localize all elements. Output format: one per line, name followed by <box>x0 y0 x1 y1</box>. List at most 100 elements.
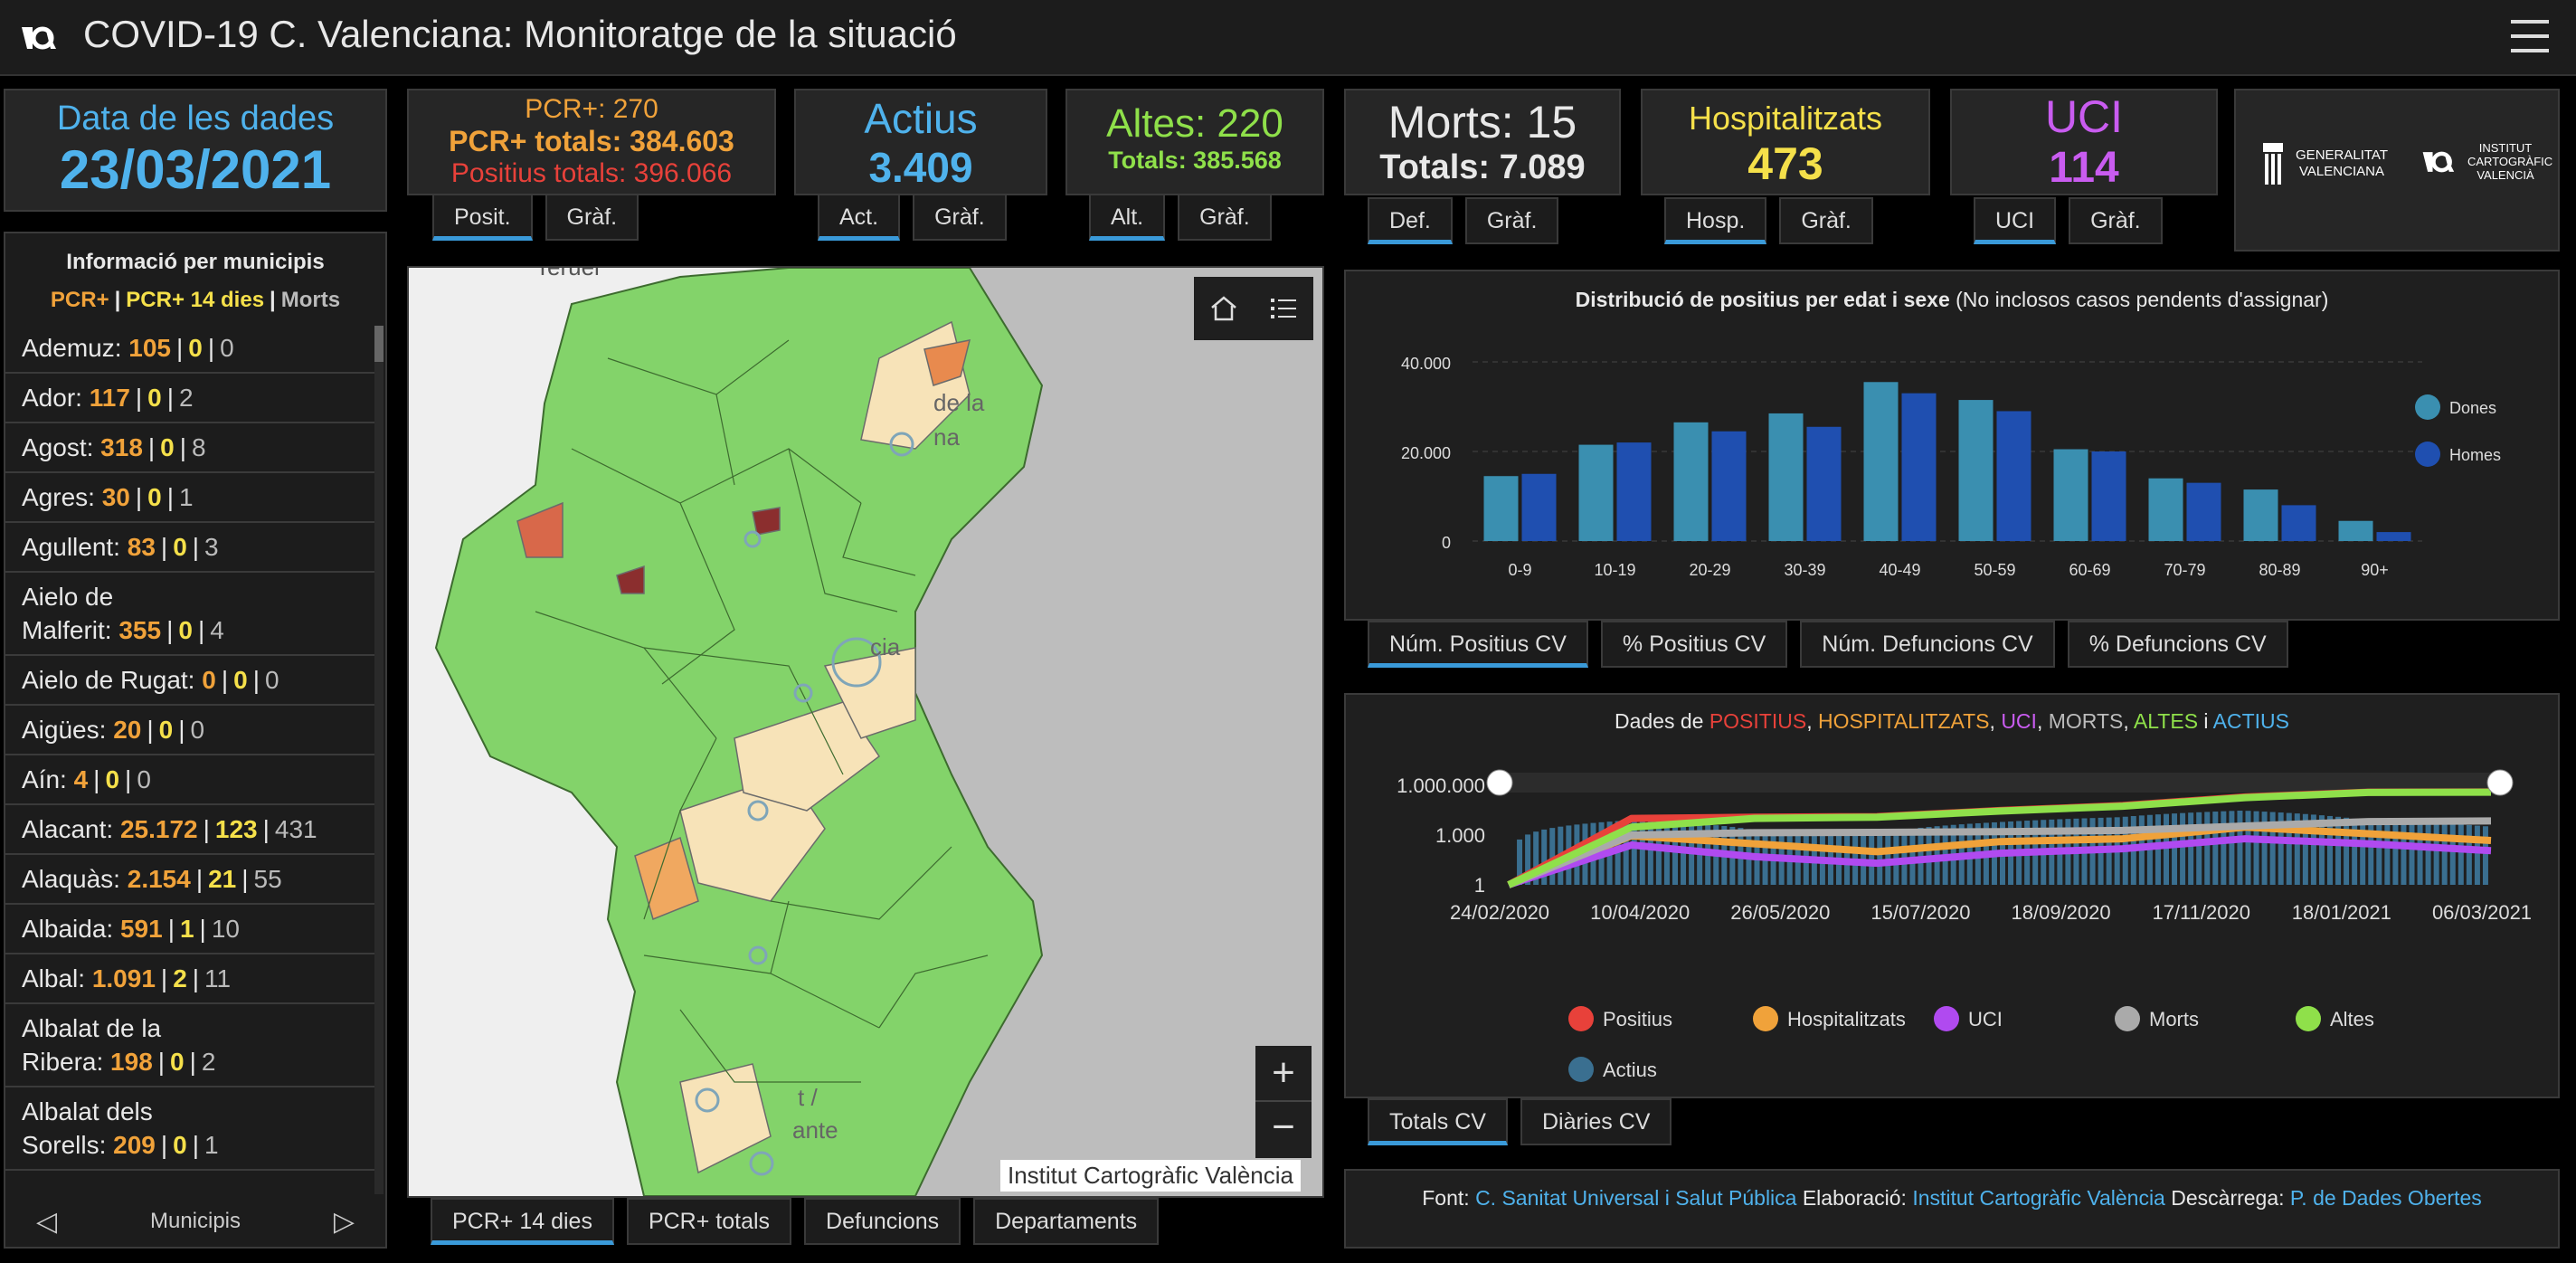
tab-altes[interactable]: Alt. <box>1089 194 1166 241</box>
legend-pcr14: PCR+ 14 dies <box>126 288 265 312</box>
actius-panel: Actius 3.409 <box>794 89 1047 195</box>
tab-pct-positius[interactable]: % Positius CV <box>1600 621 1788 668</box>
map-tools <box>1194 277 1313 340</box>
map-area-very-high <box>616 565 645 594</box>
tab-uci-grafic[interactable]: Gràf. <box>2069 197 2163 244</box>
bar-xtick-label: 0-9 <box>1508 561 1531 579</box>
list-item[interactable]: Aielo de Malferit: 355 | 0 | 4 <box>4 573 374 656</box>
legend-label: Morts <box>2149 1008 2199 1030</box>
tab-defuncions-grafic[interactable]: Gràf. <box>1464 197 1559 244</box>
uci-tabs: UCI Gràf. <box>1974 197 2163 244</box>
municipi-pcr14: 0 <box>178 616 193 644</box>
bar <box>1901 393 1937 541</box>
tab-uci[interactable]: UCI <box>1974 197 2057 244</box>
uci-label: UCI <box>2044 91 2124 142</box>
list-item[interactable]: Aigües: 20 | 0 | 0 <box>4 706 374 755</box>
tab-altes-grafic[interactable]: Gràf. <box>1178 194 1272 241</box>
actius-bar <box>1631 820 1637 885</box>
list-item[interactable]: Agost: 318 | 0 | 8 <box>4 423 374 473</box>
footer-elab-link[interactable]: Institut Cartogràfic València <box>1912 1186 2165 1210</box>
list-item[interactable]: Albal: 1.091 | 2 | 11 <box>4 954 374 1004</box>
prev-arrow-icon[interactable]: ◁ <box>36 1206 58 1237</box>
actius-bar <box>2318 815 2325 885</box>
tab-defuncions[interactable]: Def. <box>1368 197 1453 244</box>
line-title-comma: , <box>1806 709 1813 733</box>
zoom-in-icon[interactable]: + <box>1255 1046 1312 1102</box>
list-item[interactable]: Agres: 30 | 0 | 1 <box>4 473 374 523</box>
uci-value: 114 <box>2049 144 2119 192</box>
municipi-name: Ribera: <box>22 1048 104 1076</box>
actius-bar <box>2441 823 2448 885</box>
municipi-name: Alacant: <box>22 815 114 843</box>
tab-num-defuncions[interactable]: Núm. Defuncions CV <box>1800 621 2055 668</box>
footer-desc-link[interactable]: P. de Dades Obertes <box>2289 1186 2482 1210</box>
list-item[interactable]: Ador: 117 | 0 | 2 <box>4 374 374 423</box>
tab-pcr14[interactable]: PCR+ 14 dies <box>431 1198 614 1245</box>
list-item[interactable]: Agullent: 83 | 0 | 3 <box>4 523 374 573</box>
line-title-i: i <box>2203 709 2209 733</box>
line-title-morts: MORTS <box>2048 709 2124 733</box>
zoom-controls: + − <box>1255 1046 1312 1158</box>
municipis-list[interactable]: Ademuz: 105 | 0 | 0 Ador: 117 | 0 | 2 Agost: 318 | 0… <box>4 324 374 1194</box>
tab-hospitalitzats-grafic[interactable]: Gràf. <box>1779 197 1873 244</box>
municipis-scrollbar[interactable] <box>374 326 384 1194</box>
municipi-pcr14: 0 <box>173 533 187 561</box>
list-item[interactable]: Alacant: 25.172 | 123 | 431 <box>4 805 374 855</box>
municipi-pcr: 117 <box>89 384 130 412</box>
tab-totals-cv[interactable]: Totals CV <box>1368 1098 1508 1145</box>
legend-label: Positius <box>1603 1008 1672 1030</box>
map-area-high <box>923 339 971 386</box>
line-title-actius: ACTIUS <box>2212 709 2290 733</box>
menu-icon[interactable] <box>2511 20 2549 52</box>
actius-bar <box>2302 813 2308 885</box>
tab-hospitalitzats[interactable]: Hosp. <box>1664 197 1767 244</box>
tab-pct-defuncions[interactable]: % Defuncions CV <box>2067 621 2288 668</box>
home-icon[interactable] <box>1208 293 1239 324</box>
list-item[interactable]: Aín: 4 | 0 | 0 <box>4 755 374 805</box>
municipi-morts: 2 <box>179 384 194 412</box>
map-label-plana: de la <box>933 389 985 416</box>
legend-label: Actius <box>1603 1059 1657 1081</box>
list-item[interactable]: Albalat dels Sorells: 209 | 0 | 1 <box>4 1087 374 1171</box>
actius-bar <box>2164 813 2169 885</box>
line-series <box>1507 835 2492 888</box>
actius-bar <box>2425 822 2431 885</box>
list-item[interactable]: Ademuz: 105 | 0 | 0 <box>4 324 374 374</box>
municipi-name: Ademuz: <box>22 334 122 362</box>
bar <box>1863 382 1899 541</box>
map-panel[interactable]: Teruel de la na cia t / ante + − Institu… <box>407 266 1324 1198</box>
legend-list-icon[interactable] <box>1268 293 1299 324</box>
list-item[interactable]: Alaquàs: 2.154 | 21 | 55 <box>4 855 374 905</box>
actius-bar <box>2310 814 2316 885</box>
tab-departaments[interactable]: Departaments <box>973 1198 1160 1245</box>
list-item[interactable]: Aielo de Rugat: 0 | 0 | 0 <box>4 656 374 706</box>
legend-marker <box>2296 1006 2321 1031</box>
tab-num-positius[interactable]: Núm. Positius CV <box>1368 621 1588 668</box>
tab-actius[interactable]: Act. <box>818 194 901 241</box>
bar <box>1616 442 1652 541</box>
actius-bar <box>2368 820 2374 885</box>
tab-diaries-cv[interactable]: Diàries CV <box>1520 1098 1672 1145</box>
legend-marker <box>2415 442 2440 467</box>
morts-label: Morts: 15 <box>1387 97 1577 147</box>
bar-ytick-label: 0 <box>1442 534 1451 552</box>
tab-pcr-totals[interactable]: PCR+ totals <box>626 1198 792 1245</box>
list-item[interactable]: Albalat de la Ribera: 198 | 0 | 2 <box>4 1004 374 1087</box>
municipis-nav: ◁ Municipis ▷ <box>20 1196 371 1247</box>
municipi-morts: 3 <box>204 533 219 561</box>
footer-font-link[interactable]: C. Sanitat Universal i Salut Pública <box>1475 1186 1797 1210</box>
actius-bar <box>2392 821 2399 885</box>
zoom-out-icon[interactable]: − <box>1272 1105 1295 1149</box>
actius-bar <box>2155 814 2161 885</box>
bar <box>1483 476 1519 541</box>
tab-defuncions-map[interactable]: Defuncions <box>804 1198 961 1245</box>
map-canvas[interactable]: Teruel de la na cia t / ante <box>409 268 1322 1196</box>
actius-bar <box>1663 821 1670 885</box>
tab-positius-grafic[interactable]: Gràf. <box>545 194 639 241</box>
tab-positius[interactable]: Posit. <box>432 194 533 241</box>
next-arrow-icon[interactable]: ▷ <box>333 1206 355 1237</box>
list-item[interactable]: Albaida: 591 | 1 | 10 <box>4 905 374 954</box>
bar-ytick-label: 40.000 <box>1401 355 1451 373</box>
tab-actius-grafic[interactable]: Gràf. <box>913 194 1007 241</box>
actius-bar <box>2237 811 2243 885</box>
